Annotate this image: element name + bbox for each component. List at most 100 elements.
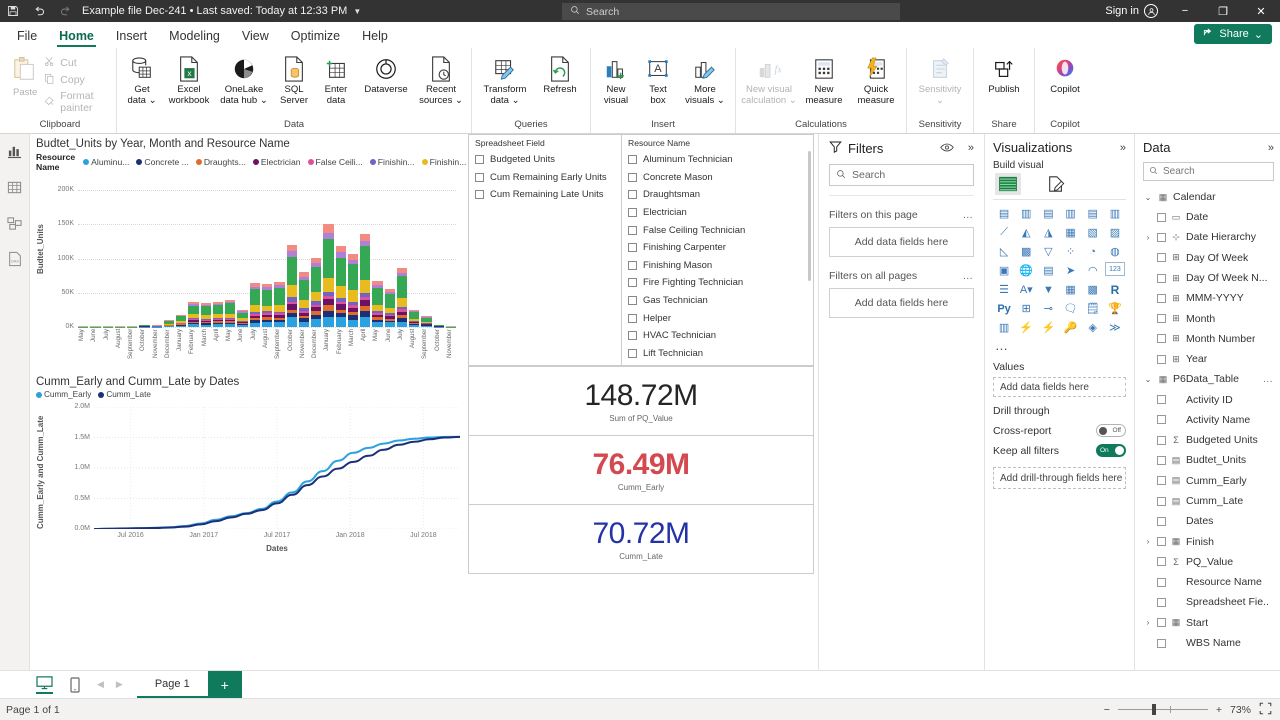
field-checkbox[interactable]	[1157, 354, 1166, 364]
bar-chart-bar[interactable]	[335, 245, 346, 327]
get-data-button[interactable]: Get data ⌄	[121, 52, 163, 106]
sql-server-button[interactable]: SQL Server	[273, 52, 315, 106]
restore-button[interactable]: ❐	[1218, 5, 1228, 18]
data-field-row[interactable]: ⊞ MMM-YYYY	[1143, 288, 1280, 308]
ribbon-tab-file[interactable]: File	[17, 29, 38, 43]
legend-item[interactable]: False Ceili...	[307, 157, 363, 167]
checkbox-icon[interactable]	[628, 278, 637, 288]
card-icon[interactable]: 123	[1104, 262, 1125, 276]
data-field-row[interactable]: Dates	[1143, 511, 1280, 531]
data-field-row[interactable]: › ⊹ Date Hierarchy	[1143, 227, 1280, 247]
funnel-chart-icon[interactable]: ▩	[1021, 246, 1032, 258]
python-visual-icon[interactable]: Py	[997, 302, 1011, 315]
azure-map-icon[interactable]: ➤	[1065, 265, 1076, 277]
field-checkbox[interactable]	[1157, 435, 1166, 445]
stacked-bar-chart-icon[interactable]: ▤	[998, 208, 1010, 220]
data-field-row[interactable]: Spreadsheet Fie..	[1143, 592, 1280, 612]
text-box-button[interactable]: A Text box	[637, 52, 679, 106]
excel-workbook-button[interactable]: x Excel workbook	[163, 52, 215, 106]
azure-ml-icon[interactable]: ◈	[1088, 322, 1097, 334]
data-field-row[interactable]: ▭ Date	[1143, 207, 1280, 227]
add-page-button[interactable]: +	[207, 671, 242, 698]
bar-chart-bar[interactable]	[225, 299, 236, 327]
slicer-item[interactable]: Cum Remaining Early Units	[475, 169, 621, 187]
slicer-item[interactable]: Finishing Carpenter	[628, 239, 813, 257]
table-view-icon[interactable]	[4, 176, 26, 198]
checkbox-icon[interactable]	[628, 190, 637, 200]
line-chart-icon[interactable]: ⟋	[1000, 226, 1008, 238]
prev-page-arrow-icon[interactable]: ◀	[97, 679, 104, 689]
slicer-item[interactable]: Draughtsman	[628, 186, 813, 204]
section-more-icon[interactable]: …	[962, 270, 974, 282]
share-button[interactable]: Share ⌄	[1194, 24, 1272, 44]
report-canvas[interactable]: Budtet_Units by Year, Month and Resource…	[30, 134, 818, 670]
ribbon-tab-view[interactable]: View	[241, 29, 269, 43]
donut-chart-icon[interactable]: ◍	[1110, 246, 1120, 258]
legend-item[interactable]: Cumm_Early	[36, 390, 91, 399]
recent-sources-button[interactable]: Recent sources ⌄	[415, 52, 467, 106]
section-more-icon[interactable]: …	[962, 209, 974, 221]
field-checkbox[interactable]	[1157, 395, 1166, 405]
narrative-icon[interactable]: 🗒	[1085, 303, 1100, 315]
zoom-out-button[interactable]: −	[1103, 703, 1110, 716]
field-checkbox[interactable]	[1157, 455, 1166, 465]
line-stacked-column-chart-icon[interactable]: ▦	[1065, 227, 1076, 239]
line-clustered-column-chart-icon[interactable]: ▧	[1087, 227, 1098, 239]
bar-chart-bar[interactable]	[151, 325, 162, 327]
mobile-view-icon[interactable]	[69, 676, 81, 693]
checkbox-icon[interactable]	[628, 331, 637, 341]
zoom-slider[interactable]	[1117, 704, 1208, 715]
field-expand-icon[interactable]: ›	[1146, 537, 1150, 547]
legend-item[interactable]: Draughts...	[195, 157, 246, 167]
data-field-row[interactable]: ⊞ Month Number	[1143, 329, 1280, 349]
app-search-box[interactable]: Search	[562, 3, 900, 20]
cut-button[interactable]: Cut	[44, 56, 110, 70]
field-checkbox[interactable]	[1157, 557, 1166, 567]
treemap-icon[interactable]: ▣	[998, 265, 1010, 277]
format-visual-tab[interactable]	[1043, 173, 1069, 195]
data-field-row[interactable]: ⊞ Day Of Week	[1143, 248, 1280, 268]
field-checkbox[interactable]	[1157, 293, 1166, 303]
data-field-tree[interactable]: ⌄ ▦ Calendar ▭ Date › ⊹ Date Hierarchy ⊞ Day Of W…	[1143, 187, 1280, 653]
cross-report-toggle[interactable]: Off	[1096, 424, 1126, 437]
checkbox-icon[interactable]	[628, 208, 637, 218]
field-checkbox[interactable]	[1157, 638, 1166, 648]
slicer-item[interactable]: HVAC Technician	[628, 327, 813, 345]
power-apps-icon[interactable]: ⚡	[1019, 322, 1034, 334]
data-table-row[interactable]: ⌄ ▦ Calendar	[1143, 187, 1280, 207]
bar-chart-bar[interactable]	[323, 224, 334, 327]
legend-item[interactable]: Electrician	[252, 157, 301, 167]
close-button[interactable]: ✕	[1256, 5, 1266, 18]
visual-type-grid[interactable]: ▤ ▥ ▤ ▥ ▤ ▥ ⟋ ◭ ◮ ▦ ▧ ▨ ◺ ▩ ▽ ⁘ ◔ ◍ ▣ 🌐 ▤ ➤ ◠ 123 ☰ A▾ ▼ ▦ ▩ R Py ⊞ ⊸ 🗨 🗒 🏆…	[993, 199, 1126, 336]
arcgis-maps-icon[interactable]: 🔑	[1063, 322, 1078, 334]
checkbox-icon[interactable]	[628, 260, 637, 270]
chevron-double-right-icon[interactable]: »	[967, 142, 974, 154]
data-field-row[interactable]: ⊞ Day Of Week N...	[1143, 268, 1280, 288]
ribbon-tab-help[interactable]: Help	[362, 29, 388, 43]
field-checkbox[interactable]	[1157, 618, 1166, 628]
slicer-item[interactable]: Lift Technician	[628, 345, 813, 363]
bar-chart-bar[interactable]	[261, 283, 273, 327]
drill-through-dropzone[interactable]: Add drill-through fields here	[993, 467, 1126, 489]
data-field-row[interactable]: ⊞ Month	[1143, 308, 1280, 328]
slicer-item[interactable]: Concrete Mason	[628, 169, 813, 187]
bar-chart-bar[interactable]	[200, 303, 211, 327]
q-and-a-icon[interactable]: 🗨	[1063, 303, 1078, 315]
dataverse-button[interactable]: Dataverse	[357, 52, 415, 95]
field-checkbox[interactable]	[1157, 476, 1166, 486]
flow-icon[interactable]: ≫	[1109, 322, 1121, 334]
checkbox-icon[interactable]	[628, 348, 637, 358]
data-field-row[interactable]: Activity ID	[1143, 389, 1280, 409]
expand-collapse-icon[interactable]: ⌄	[1144, 192, 1152, 202]
funnel-chart-2-icon[interactable]: ▽	[1044, 246, 1053, 258]
legend-item[interactable]: Cumm_Late	[98, 390, 151, 399]
field-expand-icon[interactable]: ›	[1146, 618, 1150, 628]
100-stacked-column-chart-icon[interactable]: ▥	[1109, 208, 1121, 220]
clustered-bar-chart-icon[interactable]: ▤	[1043, 208, 1054, 220]
matrix-icon[interactable]: ▩	[1087, 284, 1098, 296]
field-checkbox[interactable]	[1157, 314, 1166, 324]
slicer-item[interactable]: Gas Technician	[628, 292, 813, 310]
copilot-button[interactable]: Copilot	[1039, 52, 1091, 95]
save-icon[interactable]	[0, 0, 26, 22]
ribbon-tab-home[interactable]: Home	[48, 26, 105, 48]
